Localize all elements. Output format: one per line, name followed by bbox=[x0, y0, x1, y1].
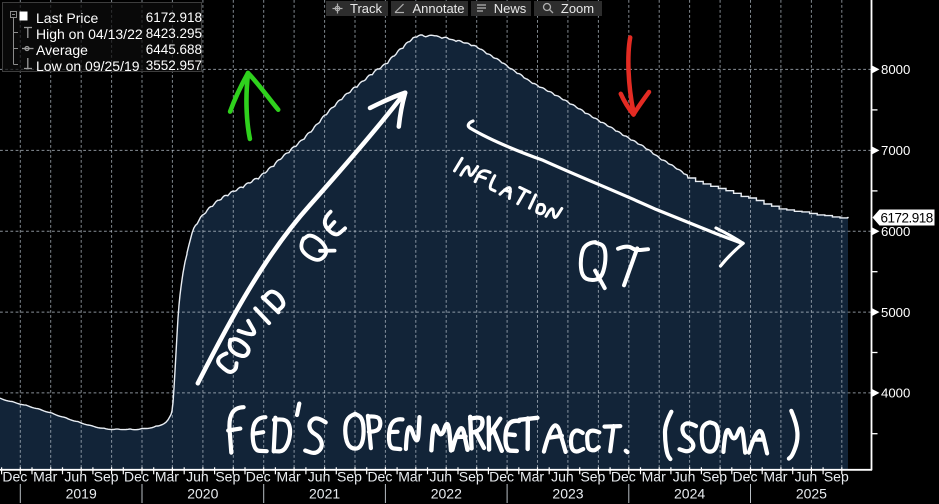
svg-text:Mar: Mar bbox=[642, 469, 666, 485]
svg-text:Sep: Sep bbox=[459, 469, 484, 485]
svg-text:Dec: Dec bbox=[733, 469, 758, 485]
svg-text:Jun: Jun bbox=[551, 469, 574, 485]
svg-text:8000: 8000 bbox=[881, 62, 910, 77]
svg-text:Mar: Mar bbox=[520, 469, 544, 485]
svg-text:Dec: Dec bbox=[611, 469, 636, 485]
svg-text:Sep: Sep bbox=[337, 469, 362, 485]
svg-text:Jun: Jun bbox=[673, 469, 696, 485]
svg-text:Mar: Mar bbox=[277, 469, 301, 485]
svg-text:2020: 2020 bbox=[187, 486, 218, 502]
svg-text:Jun: Jun bbox=[795, 469, 818, 485]
svg-text:Jun: Jun bbox=[308, 469, 331, 485]
svg-text:Jun: Jun bbox=[64, 469, 87, 485]
svg-text:4000: 4000 bbox=[881, 386, 910, 401]
svg-text:Mar: Mar bbox=[33, 469, 57, 485]
svg-text:2023: 2023 bbox=[552, 486, 583, 502]
svg-text:Dec: Dec bbox=[124, 469, 149, 485]
svg-text:6000: 6000 bbox=[881, 224, 910, 239]
svg-text:Sep: Sep bbox=[824, 469, 849, 485]
svg-text:Mar: Mar bbox=[398, 469, 422, 485]
svg-text:Mar: Mar bbox=[155, 469, 179, 485]
svg-text:2024: 2024 bbox=[674, 486, 705, 502]
svg-text:Sep: Sep bbox=[215, 469, 240, 485]
svg-text:Sep: Sep bbox=[580, 469, 605, 485]
svg-text:2021: 2021 bbox=[309, 486, 340, 502]
svg-text:5000: 5000 bbox=[881, 305, 910, 320]
svg-text:2019: 2019 bbox=[66, 486, 97, 502]
svg-text:Dec: Dec bbox=[489, 469, 514, 485]
svg-text:2025: 2025 bbox=[796, 486, 827, 502]
svg-text:Jun: Jun bbox=[186, 469, 209, 485]
svg-text:Sep: Sep bbox=[702, 469, 727, 485]
svg-text:Jun: Jun bbox=[430, 469, 453, 485]
svg-text:Dec: Dec bbox=[2, 469, 27, 485]
svg-text:2022: 2022 bbox=[431, 486, 462, 502]
svg-text:Dec: Dec bbox=[367, 469, 392, 485]
svg-text:Dec: Dec bbox=[246, 469, 271, 485]
svg-text:Mar: Mar bbox=[763, 469, 787, 485]
svg-text:Sep: Sep bbox=[94, 469, 119, 485]
svg-text:6172.918: 6172.918 bbox=[881, 210, 933, 225]
svg-text:7000: 7000 bbox=[881, 143, 910, 158]
